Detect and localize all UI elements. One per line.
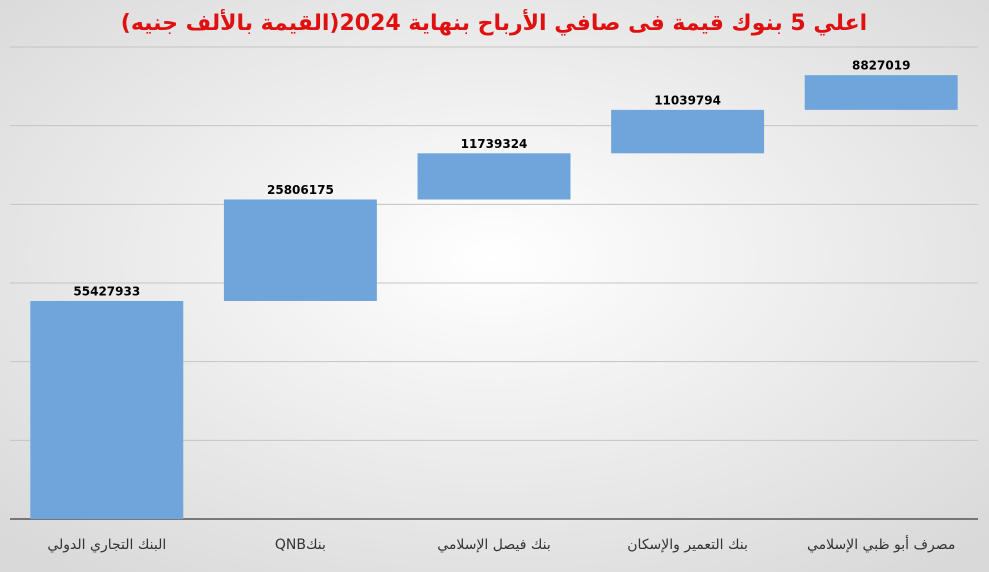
- bar: [804, 75, 958, 110]
- bar: [417, 153, 571, 200]
- bar: [30, 300, 184, 519]
- data-label: 11039794: [654, 93, 721, 107]
- data-label: 11739324: [461, 137, 528, 151]
- bar: [611, 109, 765, 154]
- x-tick-label: مصرف أبو ظبي الإسلامي: [807, 535, 955, 553]
- data-label: 55427933: [73, 284, 140, 298]
- x-tick-label: البنك التجاري الدولي: [47, 537, 166, 553]
- data-label: 8827019: [852, 59, 910, 73]
- x-tick-label: بنك فيصل الإسلامي: [437, 537, 551, 553]
- x-tick-label: بنكQNB: [275, 537, 326, 553]
- bar: [223, 199, 377, 301]
- x-tick-label: بنك التعمير والإسكان: [627, 537, 748, 553]
- chart-title: اعلي 5 بنوك قيمة فى صافي الأرباح بنهاية …: [121, 8, 867, 36]
- data-label: 25806175: [267, 183, 334, 197]
